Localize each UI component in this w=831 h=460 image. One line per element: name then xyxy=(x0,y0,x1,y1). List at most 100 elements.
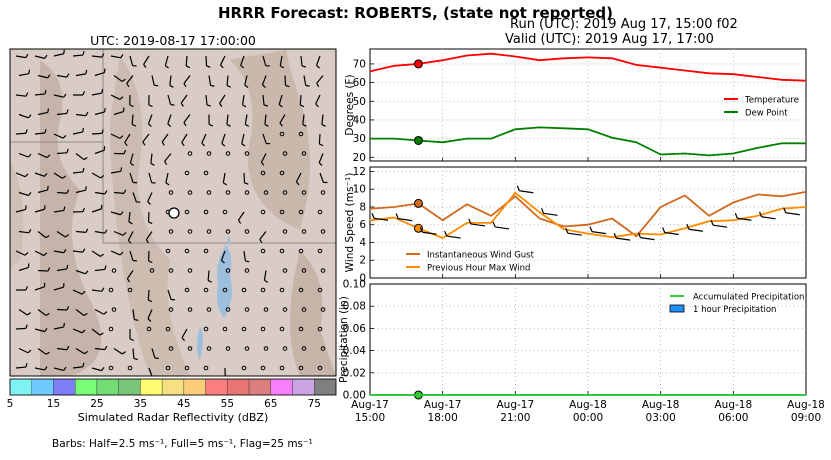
wind-barb-feather xyxy=(63,49,65,54)
wind-barb xyxy=(132,348,135,359)
calm-wind-marker xyxy=(301,151,307,156)
wind-barb-feather xyxy=(65,234,69,238)
wind-barb xyxy=(226,114,229,125)
wind-barb xyxy=(53,286,64,291)
wind-barb xyxy=(126,75,134,84)
calm-wind-marker xyxy=(203,287,209,293)
calm-wind-marker xyxy=(263,307,269,312)
wind-barb xyxy=(761,216,776,220)
calm-wind-marker xyxy=(317,287,323,293)
calm-wind-marker xyxy=(301,268,307,273)
wind-barb-feather xyxy=(302,123,307,127)
wind-barb xyxy=(75,73,86,77)
reflectivity-colorbar: 5 15 25 35 45 55 65 75 xyxy=(7,378,337,410)
wind-barb xyxy=(142,133,150,143)
wind-barb-feather xyxy=(142,141,146,146)
y-tick-label: 10 xyxy=(353,184,366,196)
calm-wind-marker xyxy=(282,229,288,234)
calm-wind-marker xyxy=(222,209,228,215)
wind-barb xyxy=(18,347,29,354)
y-tick-label: 4 xyxy=(359,237,366,249)
wind-barb-feather xyxy=(103,311,108,315)
wind-barb xyxy=(34,55,45,59)
calm-wind-marker xyxy=(108,326,114,332)
lake-water xyxy=(197,236,232,360)
wind-barb xyxy=(131,114,134,125)
wind-barb xyxy=(113,110,124,116)
calm-wind-marker xyxy=(298,131,304,137)
wind-barb xyxy=(56,308,68,311)
calm-wind-marker xyxy=(298,209,304,215)
wind-barb-feather xyxy=(131,123,137,127)
x-tick-label: Aug-17 xyxy=(351,399,389,411)
wind-barb xyxy=(94,191,105,195)
wind-barb xyxy=(220,250,226,261)
wind-barb-feather xyxy=(133,357,138,361)
calm-wind-marker xyxy=(282,190,288,195)
wind-barb-feather xyxy=(201,142,206,147)
y-tick-label: 12 xyxy=(353,166,366,178)
wind-barb-feather xyxy=(82,362,85,367)
wind-barb-feather xyxy=(25,324,28,329)
wind-barb xyxy=(129,153,134,164)
wind-barb xyxy=(110,211,121,216)
wind-barb xyxy=(226,75,229,86)
wind-barb-feather xyxy=(181,142,185,147)
run-time-label: Run (UTC): 2019 Aug 17, 15:00 f02 xyxy=(510,17,738,32)
wind-barb xyxy=(110,250,121,256)
wind-barb xyxy=(299,94,302,106)
main-title: HRRR Forecast: ROBERTS, (state not repor… xyxy=(217,4,614,22)
wind-barb-feather xyxy=(279,65,285,69)
calm-wind-marker xyxy=(317,209,323,215)
wind-barb xyxy=(219,55,226,66)
wind-barb xyxy=(110,55,121,59)
wind-barb xyxy=(180,94,188,104)
wind-barb xyxy=(785,212,800,216)
wind-barb xyxy=(18,152,29,158)
wind-barb-feather xyxy=(46,154,51,159)
wind-barb xyxy=(319,172,324,183)
wind-barb xyxy=(183,75,191,84)
wind-barb xyxy=(53,53,64,57)
wind-barb-feather xyxy=(100,174,105,179)
wind-barb xyxy=(321,114,324,125)
wind-barb-feather xyxy=(316,82,320,88)
series-line-1 xyxy=(369,52,807,82)
wind-barb-feather xyxy=(245,260,250,263)
calm-wind-marker xyxy=(203,248,209,254)
wind-barb xyxy=(75,269,86,275)
map-time-label: UTC: 2019-08-17 17:00:00 xyxy=(90,33,256,48)
wind-barb xyxy=(688,228,703,232)
calm-wind-marker xyxy=(206,346,212,351)
wind-barb-feather xyxy=(285,84,290,88)
wind-barb-feather xyxy=(82,127,85,133)
wind-barb-feather xyxy=(123,189,127,194)
wind-barb-feather xyxy=(758,211,763,218)
calm-wind-marker xyxy=(225,268,231,273)
wind-barb-feather xyxy=(127,239,132,244)
wind-barb xyxy=(56,152,68,155)
calm-wind-marker xyxy=(260,365,266,371)
x-tick-label: Aug-18 xyxy=(642,399,680,411)
calm-wind-marker xyxy=(244,229,250,234)
calm-wind-marker xyxy=(298,365,304,371)
y-tick-label: 0.06 xyxy=(343,323,367,335)
wind-barb xyxy=(422,231,437,235)
wind-barb xyxy=(295,172,302,183)
wind-barb xyxy=(664,231,679,236)
wind-barb xyxy=(53,133,64,139)
wind-barb-feather xyxy=(371,213,375,219)
wind-barb xyxy=(167,94,172,105)
wind-barb-feather xyxy=(315,103,319,108)
wind-barb xyxy=(207,270,210,281)
calm-wind-marker xyxy=(165,365,171,371)
series-line-1 xyxy=(369,191,807,238)
wind-barb-feather xyxy=(208,123,214,127)
wind-barb-feather xyxy=(278,104,283,108)
wind-barb-feather xyxy=(81,329,86,334)
wind-barb xyxy=(56,191,68,194)
wind-barb-feather xyxy=(82,91,85,96)
wind-barb-feather xyxy=(122,351,126,355)
wind-barb-feather xyxy=(126,83,130,88)
wind-barb xyxy=(616,237,631,241)
